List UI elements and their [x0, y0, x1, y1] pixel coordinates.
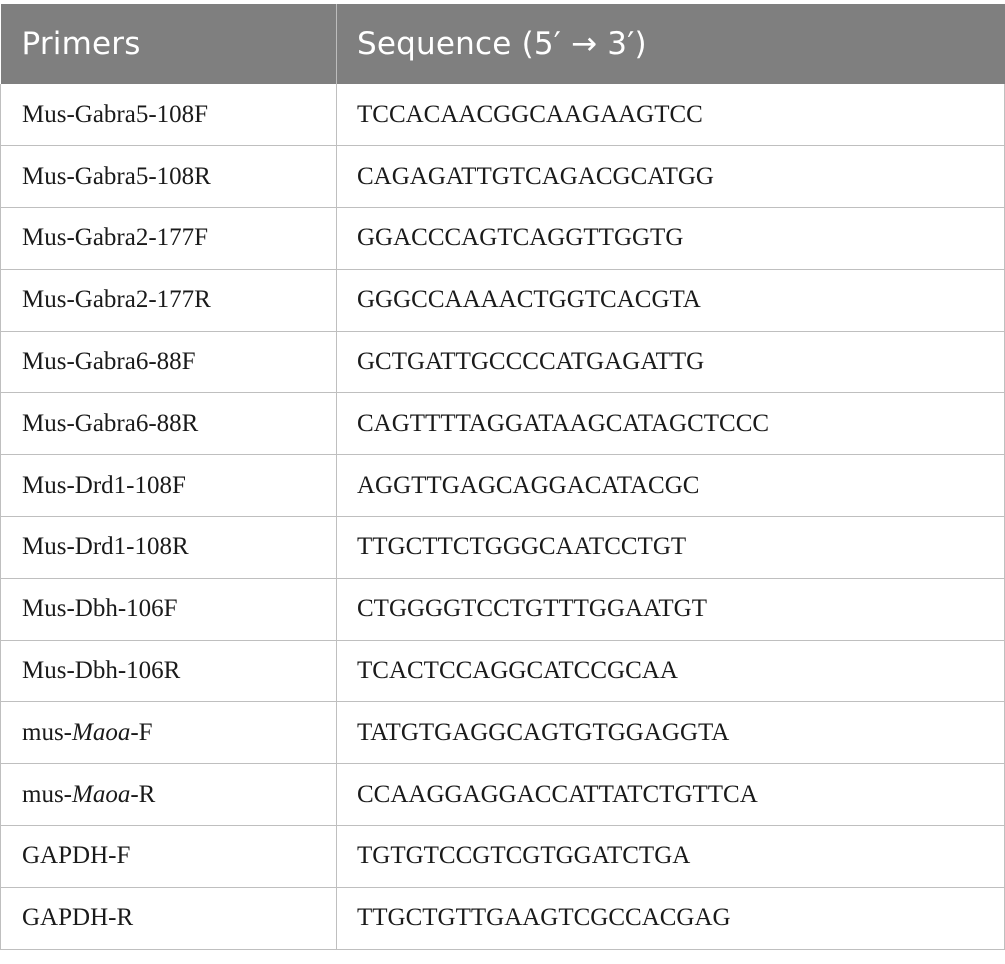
primer-name-cell: GAPDH-R	[0, 887, 337, 950]
primer-gene-italic: Maoa	[72, 780, 131, 808]
primer-name: Mus-Gabra6-88R	[22, 409, 199, 437]
table-row: mus-Maoa-F TATGTGAGGCAGTGTGGAGGTA	[0, 701, 1005, 765]
primer-sequence: TCACTCCAGGCATCCGCAA	[336, 640, 1005, 703]
primer-name-cell: Mus-Gabra5-108R	[0, 145, 337, 209]
primer-sequence: CCAAGGAGGACCATTATCTGTTCA	[336, 763, 1005, 827]
table-row: Mus-Drd1-108R TTGCTTCTGGGCAATCCTGT	[0, 516, 1005, 579]
primer-name-cell: Mus-Gabra6-88F	[0, 331, 337, 394]
table-row: Mus-Gabra2-177F GGACCCAGTCAGGTTGGTG	[0, 207, 1005, 270]
primer-table: Primers Sequence (5′ → 3′) Mus-Gabra5-10…	[0, 4, 1005, 950]
primer-gene-italic: Maoa	[72, 718, 131, 746]
primer-sequence: TTGCTTCTGGGCAATCCTGT	[336, 516, 1005, 579]
primer-sequence: AGGTTGAGCAGGACATACGC	[336, 454, 1005, 518]
primer-name: Mus-Gabra6-88F	[22, 348, 196, 376]
table-row: GAPDH-R TTGCTGTTGAAGTCGCCACGAG	[0, 887, 1005, 950]
table-row: Mus-Dbh-106R TCACTCCAGGCATCCGCAA	[0, 640, 1005, 703]
primer-name-cell: GAPDH-F	[0, 825, 337, 888]
primer-name-cell: Mus-Gabra5-108F	[0, 84, 337, 147]
primer-name-cell: Mus-Gabra2-177F	[0, 207, 337, 270]
primer-name: GAPDH-R	[22, 904, 134, 932]
table-row: Mus-Gabra2-177R GGGCCAAAACTGGTCACGTA	[0, 269, 1005, 332]
table-body: Mus-Gabra5-108F TCCACAACGGCAAGAAGTCC Mus-G…	[0, 84, 1005, 950]
primer-name-cell: Mus-Drd1-108F	[0, 454, 337, 518]
primer-sequence: TCCACAACGGCAAGAAGTCC	[336, 84, 1005, 147]
header-row: Primers Sequence (5′ → 3′)	[0, 4, 1005, 84]
primer-sequence: CAGTTTTAGGATAAGCATAGCTCCC	[336, 392, 1005, 456]
primer-sequence: GGACCCAGTCAGGTTGGTG	[336, 207, 1005, 270]
primer-sequence: TTGCTGTTGAAGTCGCCACGAG	[336, 887, 1005, 950]
primer-name: Mus-Gabra2-177R	[22, 286, 211, 314]
primer-name: Mus-Gabra5-108F	[22, 100, 209, 128]
table-row: Mus-Dbh-106F CTGGGGTCCTGTTTGGAATGT	[0, 578, 1005, 641]
primer-sequence: GGGCCAAAACTGGTCACGTA	[336, 269, 1005, 332]
primer-name-cell: Mus-Drd1-108R	[0, 516, 337, 579]
primer-name: mus-	[22, 718, 72, 746]
primer-sequence: GCTGATTGCCCCATGAGATTG	[336, 331, 1005, 394]
primer-sequence: CTGGGGTCCTGTTTGGAATGT	[336, 578, 1005, 641]
header-primers: Primers	[0, 4, 337, 84]
table-row: Mus-Gabra5-108R CAGAGATTGTCAGACGCATGG	[0, 145, 1005, 209]
primer-name-cell: mus-Maoa-F	[0, 701, 337, 765]
primer-name-cell: Mus-Dbh-106R	[0, 640, 337, 703]
table-row: Mus-Drd1-108F AGGTTGAGCAGGACATACGC	[0, 454, 1005, 518]
primer-name-cell: Mus-Dbh-106F	[0, 578, 337, 641]
primer-name: Mus-Drd1-108R	[22, 533, 189, 561]
primer-sequence: TGTGTCCGTCGTGGATCTGA	[336, 825, 1005, 888]
table-row: Mus-Gabra6-88F GCTGATTGCCCCATGAGATTG	[0, 331, 1005, 394]
primer-name: Mus-Dbh-106F	[22, 595, 178, 623]
table-row: GAPDH-F TGTGTCCGTCGTGGATCTGA	[0, 825, 1005, 888]
primer-sequence: TATGTGAGGCAGTGTGGAGGTA	[336, 701, 1005, 765]
primer-name: GAPDH-F	[22, 842, 131, 870]
primer-name: Mus-Gabra5-108R	[22, 162, 211, 190]
primer-name: Mus-Dbh-106R	[22, 657, 181, 685]
primer-sequence: CAGAGATTGTCAGACGCATGG	[336, 145, 1005, 209]
table-row: Mus-Gabra6-88R CAGTTTTAGGATAAGCATAGCTCCC	[0, 392, 1005, 456]
primer-suffix: -F	[130, 718, 153, 746]
primer-name-cell: Mus-Gabra6-88R	[0, 392, 337, 456]
primer-name: Mus-Drd1-108F	[22, 471, 186, 499]
table-header: Primers Sequence (5′ → 3′)	[0, 4, 1005, 84]
primer-name-cell: Mus-Gabra2-177R	[0, 269, 337, 332]
primer-name: mus-	[22, 780, 72, 808]
primer-name-cell: mus-Maoa-R	[0, 763, 337, 827]
table-row: Mus-Gabra5-108F TCCACAACGGCAAGAAGTCC	[0, 84, 1005, 147]
table-row: mus-Maoa-R CCAAGGAGGACCATTATCTGTTCA	[0, 763, 1005, 827]
primer-name: Mus-Gabra2-177F	[22, 224, 209, 252]
header-sequence: Sequence (5′ → 3′)	[336, 4, 1005, 84]
primer-suffix: -R	[130, 780, 156, 808]
